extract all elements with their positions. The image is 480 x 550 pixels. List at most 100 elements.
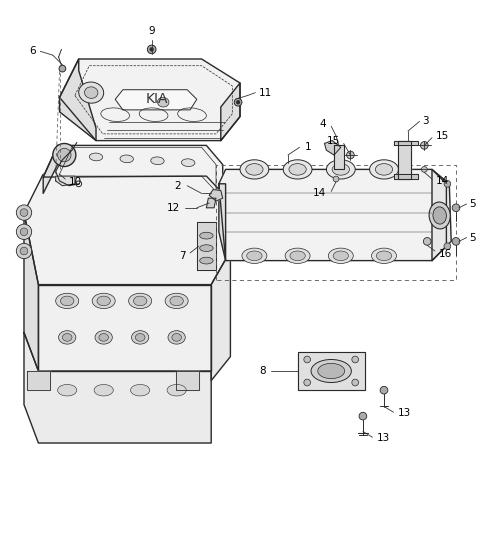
Text: 13: 13 bbox=[376, 433, 390, 443]
Polygon shape bbox=[60, 59, 96, 141]
Ellipse shape bbox=[92, 293, 115, 309]
Text: 13: 13 bbox=[397, 408, 411, 418]
Ellipse shape bbox=[133, 296, 147, 306]
Circle shape bbox=[452, 238, 460, 245]
Ellipse shape bbox=[285, 248, 310, 263]
Text: KIA: KIA bbox=[145, 92, 168, 106]
Circle shape bbox=[352, 356, 359, 363]
Text: 14: 14 bbox=[313, 189, 326, 199]
Circle shape bbox=[304, 356, 311, 363]
Polygon shape bbox=[211, 251, 230, 381]
Polygon shape bbox=[219, 184, 226, 261]
Ellipse shape bbox=[120, 155, 133, 163]
Circle shape bbox=[16, 224, 32, 239]
Polygon shape bbox=[176, 371, 199, 390]
Text: 3: 3 bbox=[422, 117, 429, 126]
Ellipse shape bbox=[97, 296, 110, 306]
Ellipse shape bbox=[95, 331, 112, 344]
Circle shape bbox=[20, 247, 28, 255]
Text: 11: 11 bbox=[259, 87, 273, 97]
Text: 5: 5 bbox=[469, 199, 476, 209]
Circle shape bbox=[58, 148, 71, 162]
Text: 1: 1 bbox=[304, 142, 311, 152]
Text: 8: 8 bbox=[259, 366, 266, 376]
Ellipse shape bbox=[157, 97, 169, 107]
Circle shape bbox=[352, 379, 359, 386]
Ellipse shape bbox=[328, 248, 353, 263]
Ellipse shape bbox=[172, 333, 181, 341]
Ellipse shape bbox=[289, 164, 306, 175]
Polygon shape bbox=[24, 213, 38, 371]
Circle shape bbox=[150, 47, 154, 51]
Circle shape bbox=[452, 204, 460, 212]
Text: 7: 7 bbox=[179, 251, 185, 261]
Circle shape bbox=[421, 167, 427, 172]
Ellipse shape bbox=[58, 384, 77, 396]
Ellipse shape bbox=[246, 164, 263, 175]
Circle shape bbox=[236, 100, 240, 104]
Circle shape bbox=[423, 238, 431, 245]
Circle shape bbox=[347, 151, 354, 159]
Circle shape bbox=[16, 205, 32, 221]
Circle shape bbox=[444, 180, 451, 187]
Polygon shape bbox=[27, 371, 50, 390]
Ellipse shape bbox=[240, 160, 269, 179]
Ellipse shape bbox=[170, 296, 183, 306]
Text: 6: 6 bbox=[29, 46, 36, 56]
Ellipse shape bbox=[290, 251, 305, 261]
Polygon shape bbox=[432, 169, 451, 261]
Ellipse shape bbox=[247, 251, 262, 261]
Ellipse shape bbox=[200, 245, 213, 251]
Ellipse shape bbox=[62, 333, 72, 341]
Polygon shape bbox=[398, 141, 411, 179]
Ellipse shape bbox=[372, 248, 396, 263]
Polygon shape bbox=[334, 145, 344, 169]
Ellipse shape bbox=[318, 364, 345, 379]
Text: 14: 14 bbox=[436, 176, 449, 186]
Ellipse shape bbox=[370, 160, 398, 179]
Ellipse shape bbox=[375, 164, 393, 175]
Text: 15: 15 bbox=[436, 131, 449, 141]
Polygon shape bbox=[60, 59, 240, 141]
Ellipse shape bbox=[79, 82, 104, 103]
Circle shape bbox=[420, 141, 428, 149]
Ellipse shape bbox=[326, 160, 355, 179]
Circle shape bbox=[234, 98, 242, 106]
Polygon shape bbox=[219, 169, 446, 261]
Ellipse shape bbox=[59, 331, 76, 344]
Polygon shape bbox=[394, 141, 418, 145]
Text: 16: 16 bbox=[439, 249, 452, 259]
Circle shape bbox=[16, 243, 32, 258]
Circle shape bbox=[359, 412, 367, 420]
Text: 9: 9 bbox=[148, 26, 155, 36]
Ellipse shape bbox=[283, 160, 312, 179]
Text: 15: 15 bbox=[326, 136, 340, 146]
Circle shape bbox=[20, 209, 28, 217]
Polygon shape bbox=[24, 333, 211, 443]
Text: 10: 10 bbox=[69, 177, 82, 187]
Ellipse shape bbox=[94, 384, 113, 396]
Circle shape bbox=[53, 144, 76, 167]
Polygon shape bbox=[115, 90, 197, 110]
Polygon shape bbox=[206, 198, 216, 208]
Polygon shape bbox=[24, 174, 230, 284]
Ellipse shape bbox=[167, 384, 186, 396]
Polygon shape bbox=[43, 145, 223, 194]
Circle shape bbox=[444, 243, 451, 250]
Ellipse shape bbox=[200, 232, 213, 239]
Circle shape bbox=[59, 65, 66, 72]
Ellipse shape bbox=[429, 202, 450, 229]
Circle shape bbox=[147, 45, 156, 54]
Ellipse shape bbox=[311, 360, 351, 382]
Ellipse shape bbox=[200, 257, 213, 264]
Ellipse shape bbox=[376, 251, 392, 261]
Circle shape bbox=[380, 386, 388, 394]
Circle shape bbox=[20, 228, 28, 235]
Ellipse shape bbox=[60, 296, 74, 306]
Ellipse shape bbox=[89, 153, 103, 161]
Ellipse shape bbox=[333, 251, 348, 261]
Polygon shape bbox=[56, 176, 75, 186]
Ellipse shape bbox=[433, 207, 446, 224]
Text: 4: 4 bbox=[320, 119, 326, 129]
Ellipse shape bbox=[99, 333, 108, 341]
